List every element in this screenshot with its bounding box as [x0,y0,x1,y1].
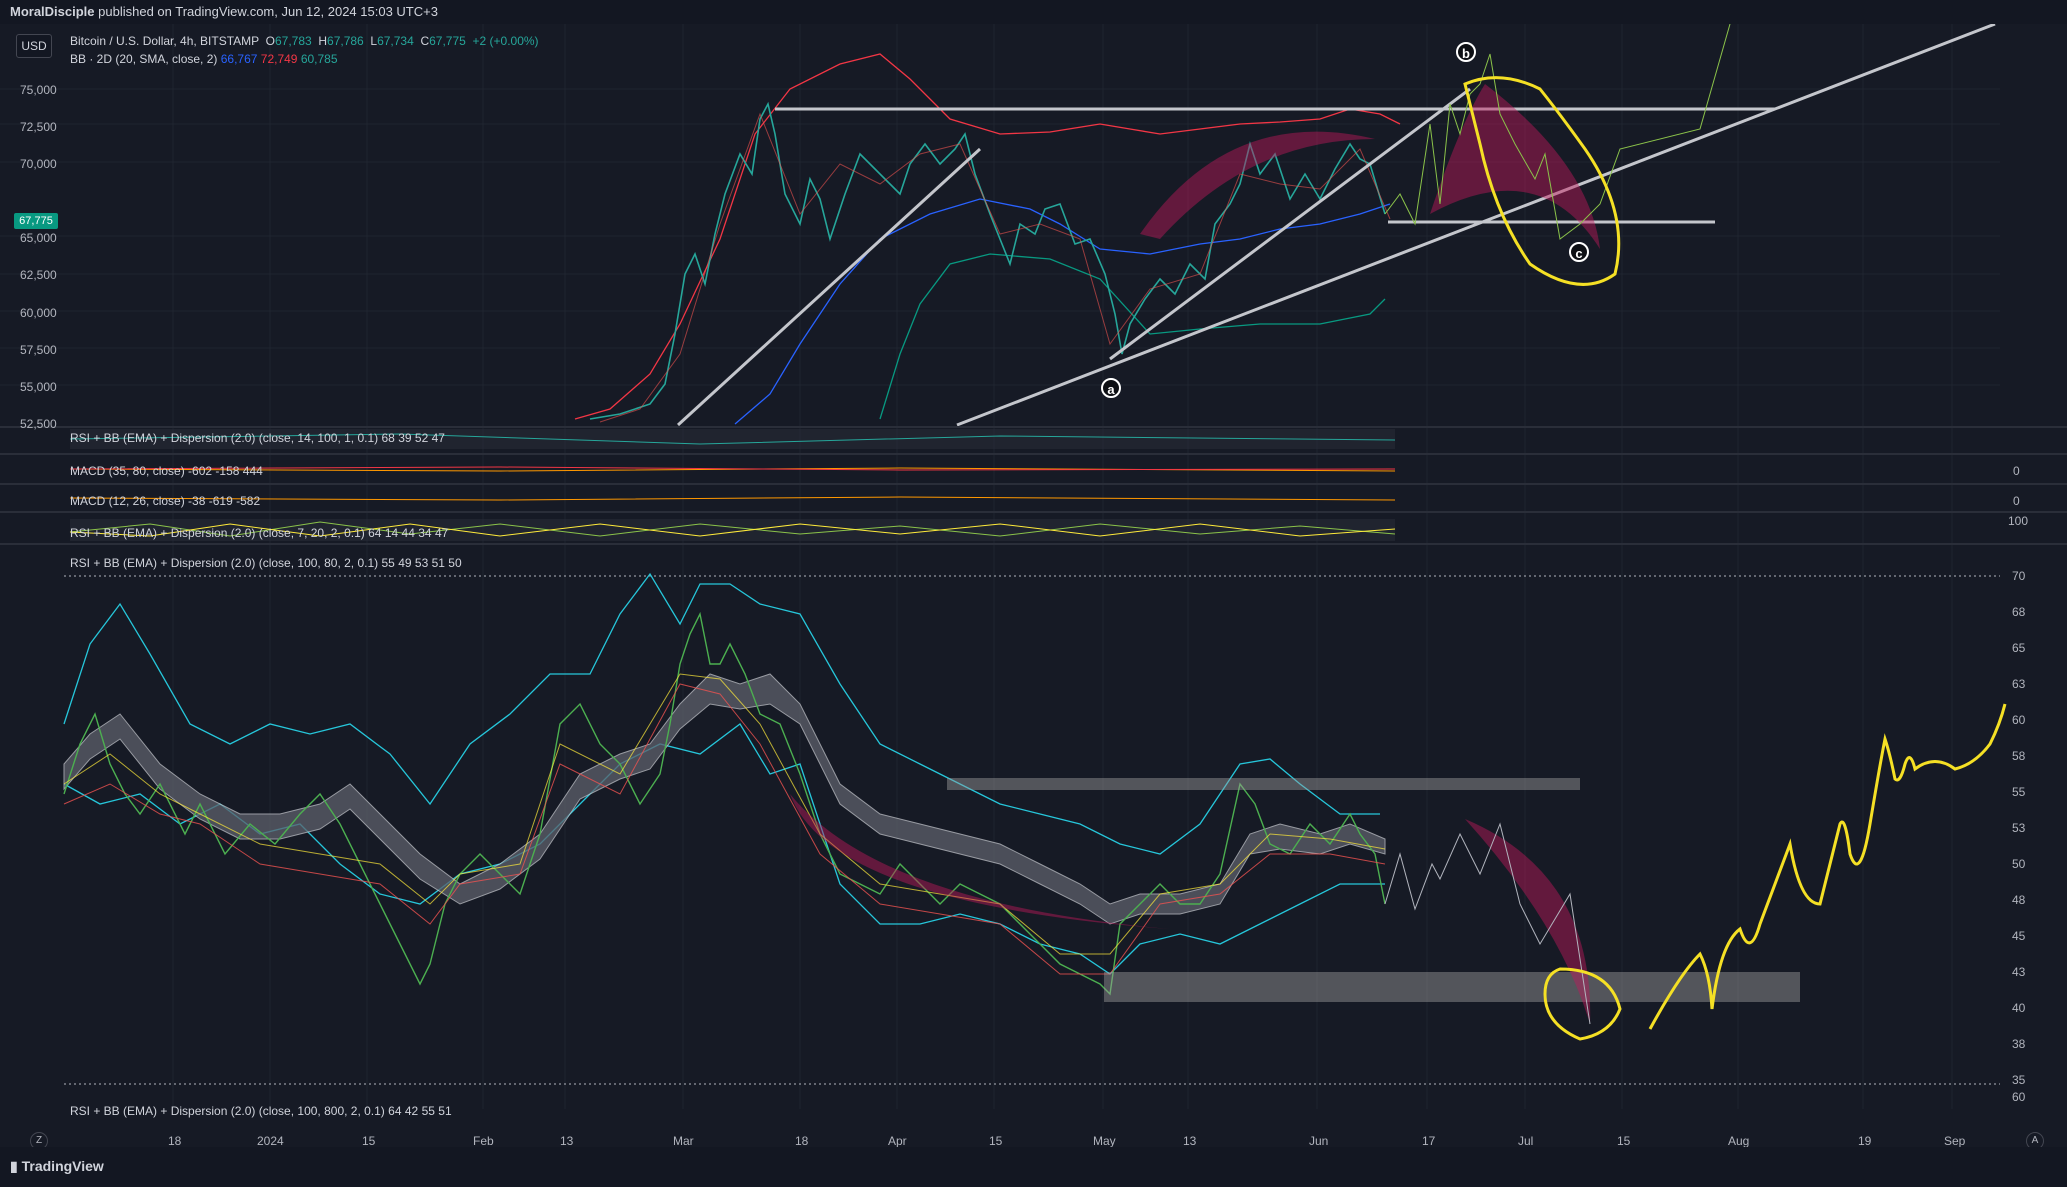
rsi-tick: 65 [2012,641,2026,655]
time-tick: 15 [1617,1134,1631,1148]
lower-trendline [956,24,1996,427]
time-tick: Jun [1309,1134,1329,1148]
price-tick: 65,000 [20,231,57,245]
low-value: 67,734 [377,34,414,48]
price-tick: 72,500 [20,120,57,134]
rsi-ema-band [63,673,1386,925]
rsi-tick: 43 [2012,965,2026,979]
bb-upper-value: 72,749 [260,52,298,66]
time-tick: Sep [1944,1134,1966,1148]
change-value: +2 (+0.00%) [472,34,539,48]
rsi-tick: 55 [2012,785,2026,799]
currency-button[interactable]: USD [16,34,52,58]
time-tick: 13 [560,1134,574,1148]
rsi-upper-band [63,572,1380,855]
rsi800-scale-tick: 60 [2012,1090,2026,1104]
rsi-tick: 68 [2012,605,2026,619]
arc-highlight-2 [1430,84,1600,249]
bb-legend: BB · 2D (20, SMA, close, 2) 66,767 72,74… [70,52,338,66]
price-tick: 52,500 [20,417,57,431]
rsi-projection-line [1384,822,1591,1025]
wedge-upper-line [1109,87,1471,361]
bb-lower-value: 60,785 [300,52,338,66]
time-tick: 18 [168,1134,182,1148]
time-tick: 18 [795,1134,809,1148]
bb-basis [734,198,1391,425]
rsi-tick: 60 [2012,713,2026,727]
current-price-tag: 67,775 [14,213,58,229]
logo-icon: ▮ [10,1158,18,1174]
rsi-tick: 38 [2012,1037,2026,1051]
rsi-tick: 40 [2012,1001,2026,1015]
high-value: 67,786 [327,34,364,48]
price-tick: 57,500 [20,343,57,357]
grid-lines [0,88,2000,386]
macd-zero-tick: 0 [2013,464,2020,478]
arc-highlight-1 [1140,131,1375,239]
symbol-legend: Bitcoin / U.S. Dollar, 4h, BITSTAMP O67,… [70,34,539,48]
indicator-rsi-100-800[interactable]: RSI + BB (EMA) + Dispersion (2.0) (close… [70,1104,452,1118]
time-tick: 13 [1183,1134,1197,1148]
rsi-tick: 35 [2012,1073,2026,1087]
logo-text: TradingView [21,1158,104,1174]
arc-highlight-3 [790,794,1170,929]
time-tick: 15 [989,1134,1003,1148]
arc-highlight-4 [1465,819,1591,1024]
rsi-lower-band [63,723,1385,975]
resistance-zone [947,778,1580,790]
bb-basis-value: 66,767 [220,52,258,66]
time-tick: Mar [673,1134,694,1148]
close-value: 67,775 [429,34,466,48]
indicator-rsi-100-80[interactable]: RSI + BB (EMA) + Dispersion (2.0) (close… [70,556,462,570]
chart-canvas[interactable] [0,24,2067,1147]
time-tick: Apr [888,1134,907,1148]
tradingview-logo[interactable]: ▮ TradingView [10,1158,104,1175]
time-tick: 19 [1858,1134,1872,1148]
time-tick: 17 [1422,1134,1436,1148]
footer-bar: ▮ TradingView [0,1147,2067,1187]
rsi-tick: 53 [2012,821,2026,835]
indicator-macd-12-26[interactable]: MACD (12, 26, close) -38 -619 -582 [70,494,261,508]
time-tick: Jul [1518,1134,1534,1148]
rsi-tick: 70 [2012,569,2026,583]
yellow-circle-top [1463,76,1621,286]
left-trendline [676,147,982,427]
price-tick: 70,000 [20,157,57,171]
time-tick: 2024 [257,1134,284,1148]
rsi-tick: 50 [2012,857,2026,871]
time-tick: Aug [1728,1134,1750,1148]
rsi-tick: 48 [2012,893,2026,907]
bb-label[interactable]: BB · 2D (20, SMA, close, 2) [70,52,218,66]
price-tick: 60,000 [20,306,57,320]
author-name[interactable]: MoralDisciple [10,4,95,19]
indicator-rsi-7[interactable]: RSI + BB (EMA) + Dispersion (2.0) (close… [70,526,449,540]
time-tick: May [1093,1134,1116,1148]
price-tick: 75,000 [20,83,57,97]
rsi-tick: 58 [2012,749,2026,763]
rsi-tick: 63 [2012,677,2026,691]
publish-info: published on TradingView.com, Jun 12, 20… [98,4,438,19]
bb-lower-band [879,253,1386,420]
projection-line [1384,24,1731,240]
chart-area[interactable]: USD Bitcoin / U.S. Dollar, 4h, BITSTAMP … [0,24,2067,1150]
rsi-line [63,611,1386,996]
macd-zero-tick: 0 [2013,494,2020,508]
wave-label-b[interactable]: b [1456,42,1476,62]
rsi-tick: 45 [2012,929,2026,943]
wave-label-c[interactable]: c [1569,242,1589,262]
time-tick: 15 [362,1134,376,1148]
price-tick: 62,500 [20,268,57,282]
yellow-projection [1648,703,2007,1030]
indicator-macd-35-80[interactable]: MACD (35, 80, close) -602 -158 444 [70,464,263,478]
wave-label-a[interactable]: a [1101,378,1121,398]
yellow-circle-bottom [1543,967,1622,1041]
price-tick: 55,000 [20,380,57,394]
rsi7-scale-tick: 100 [2008,514,2029,528]
symbol-name[interactable]: Bitcoin / U.S. Dollar, 4h, BITSTAMP [70,34,259,48]
target-zone [1104,972,1800,1002]
publish-header: MoralDisciple published on TradingView.c… [0,0,2067,24]
open-value: 67,783 [274,34,312,48]
time-tick: Feb [473,1134,494,1148]
indicator-rsi-14[interactable]: RSI + BB (EMA) + Dispersion (2.0) (close… [70,431,445,445]
